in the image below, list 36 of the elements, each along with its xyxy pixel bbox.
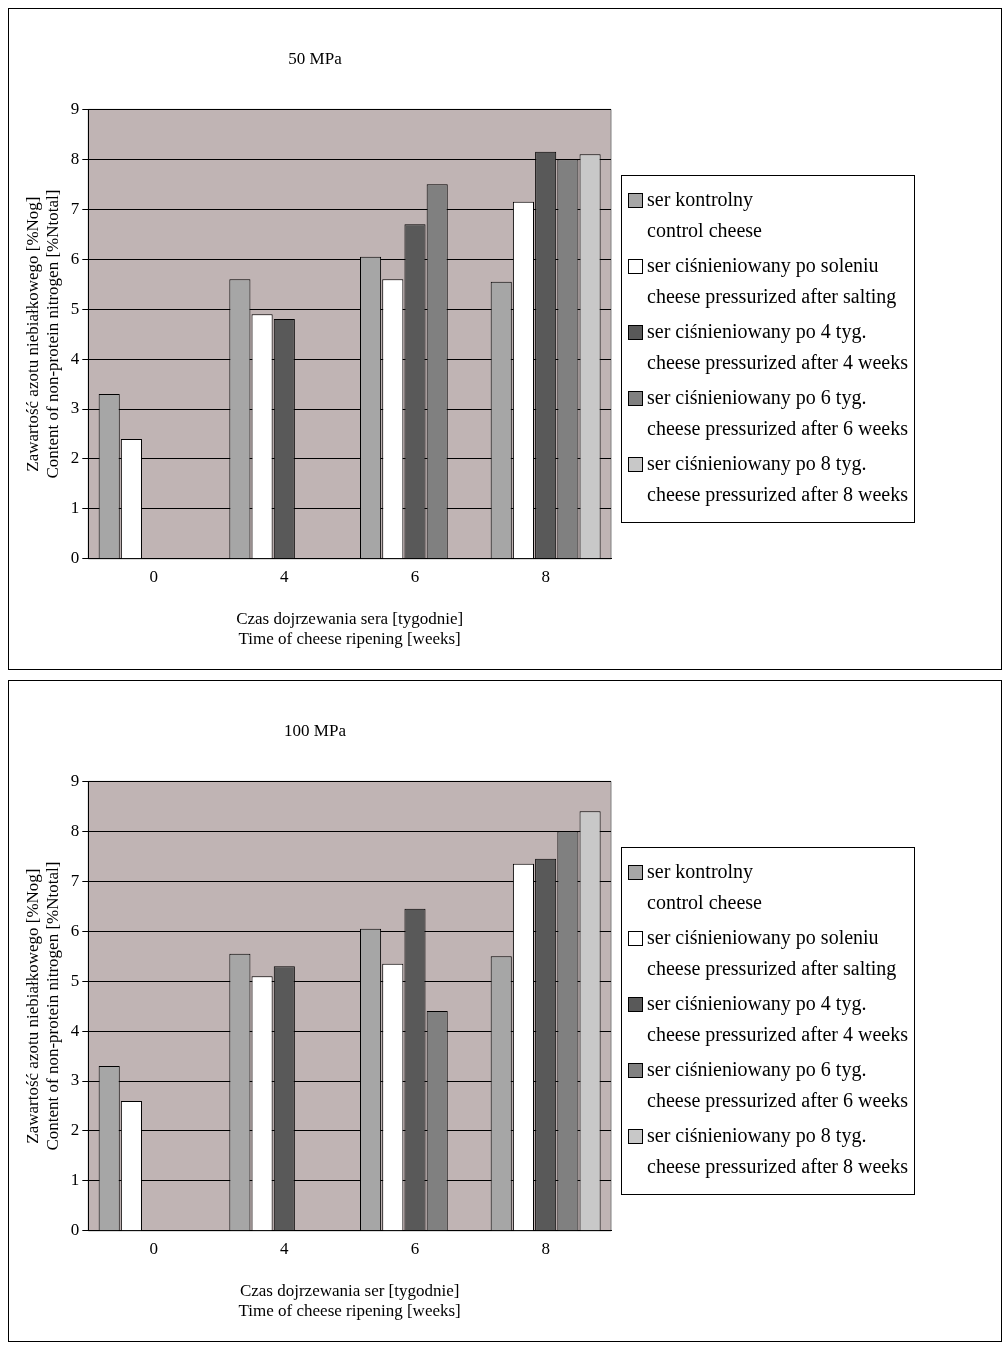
y-tick-label: 9 bbox=[70, 98, 80, 118]
x-tick-label: 6 bbox=[410, 1239, 420, 1259]
legend-label: ser ciśnieniowany po 8 tyg. cheese pressurized after 8 weeks bbox=[647, 451, 908, 508]
y-tick-label: 0 bbox=[70, 548, 80, 568]
y-tick-label: 2 bbox=[70, 1120, 80, 1140]
y-tick-label: 9 bbox=[70, 770, 80, 790]
x-tick-label: 0 bbox=[149, 567, 158, 587]
x-tick-label: 0 bbox=[149, 1239, 158, 1259]
y-tick-label: 0 bbox=[70, 1220, 80, 1240]
chart-title: 50 MPa bbox=[288, 48, 343, 68]
x-tick-label: 8 bbox=[541, 1239, 550, 1259]
y-tick-label: 5 bbox=[70, 298, 80, 318]
legend-label: ser ciśnieniowany po 8 tyg. cheese pressurized after 8 weeks bbox=[647, 1123, 908, 1180]
y-tick-label: 3 bbox=[70, 398, 80, 418]
y-tick-label: 3 bbox=[70, 1070, 80, 1090]
y-tick-label: 6 bbox=[70, 248, 80, 268]
y-tick-label: 4 bbox=[70, 1020, 80, 1040]
x-tick-label: 4 bbox=[280, 567, 290, 587]
y-tick-label: 1 bbox=[70, 1170, 80, 1190]
y-tick-label: 7 bbox=[70, 198, 80, 218]
x-axis-title: Czas dojrzewania sera [tygodnie] Time of cheese ripening [weeks] bbox=[236, 608, 464, 649]
y-tick-label: 8 bbox=[70, 148, 80, 168]
y-tick-label: 4 bbox=[70, 348, 80, 368]
y-axis-title: Zawartość azotu niebiałkowego [%Nog] Content of non-protein nitrogen [%Ntotal] bbox=[22, 189, 63, 479]
y-tick-label: 6 bbox=[70, 920, 80, 940]
chart-title: 100 MPa bbox=[284, 720, 347, 740]
y-tick-label: 5 bbox=[70, 970, 80, 990]
y-tick-label: 1 bbox=[70, 498, 80, 518]
y-tick-label: 8 bbox=[70, 820, 80, 840]
x-tick-label: 6 bbox=[410, 567, 420, 587]
y-tick-label: 7 bbox=[70, 870, 80, 890]
x-tick-label: 8 bbox=[541, 567, 550, 587]
x-axis-title: Czas dojrzewania ser [tygodnie] Time of cheese ripening [weeks] bbox=[238, 1280, 461, 1321]
y-tick-label: 2 bbox=[70, 448, 80, 468]
x-tick-label: 4 bbox=[280, 1239, 290, 1259]
y-axis-title: Zawartość azotu niebiałkowego [%Nog] Content of non-protein nitrogen [%Ntotal] bbox=[22, 861, 63, 1151]
